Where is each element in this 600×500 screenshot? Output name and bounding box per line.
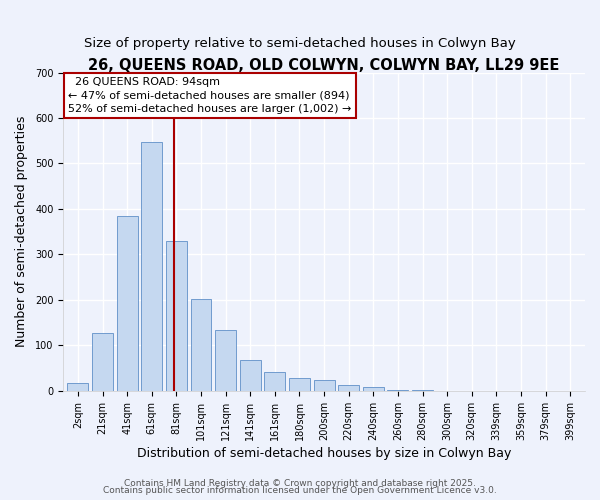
Bar <box>265 372 286 391</box>
Bar <box>117 216 137 391</box>
Bar <box>289 378 310 391</box>
Y-axis label: Number of semi-detached properties: Number of semi-detached properties <box>15 116 28 348</box>
Bar <box>166 241 187 391</box>
Bar <box>92 332 113 391</box>
Bar <box>338 384 359 391</box>
Text: 26 QUEENS ROAD: 94sqm  
← 47% of semi-detached houses are smaller (894)
52% of s: 26 QUEENS ROAD: 94sqm ← 47% of semi-deta… <box>68 78 352 114</box>
Bar <box>215 330 236 391</box>
X-axis label: Distribution of semi-detached houses by size in Colwyn Bay: Distribution of semi-detached houses by … <box>137 447 511 460</box>
Bar <box>142 142 162 391</box>
Bar <box>314 380 335 391</box>
Text: Size of property relative to semi-detached houses in Colwyn Bay: Size of property relative to semi-detach… <box>84 38 516 51</box>
Bar <box>191 299 211 391</box>
Text: Contains HM Land Registry data © Crown copyright and database right 2025.: Contains HM Land Registry data © Crown c… <box>124 478 476 488</box>
Bar <box>240 360 261 391</box>
Title: 26, QUEENS ROAD, OLD COLWYN, COLWYN BAY, LL29 9EE: 26, QUEENS ROAD, OLD COLWYN, COLWYN BAY,… <box>88 58 560 72</box>
Bar <box>388 390 409 391</box>
Text: Contains public sector information licensed under the Open Government Licence v3: Contains public sector information licen… <box>103 486 497 495</box>
Bar <box>363 388 384 391</box>
Bar <box>412 390 433 391</box>
Bar <box>67 383 88 391</box>
